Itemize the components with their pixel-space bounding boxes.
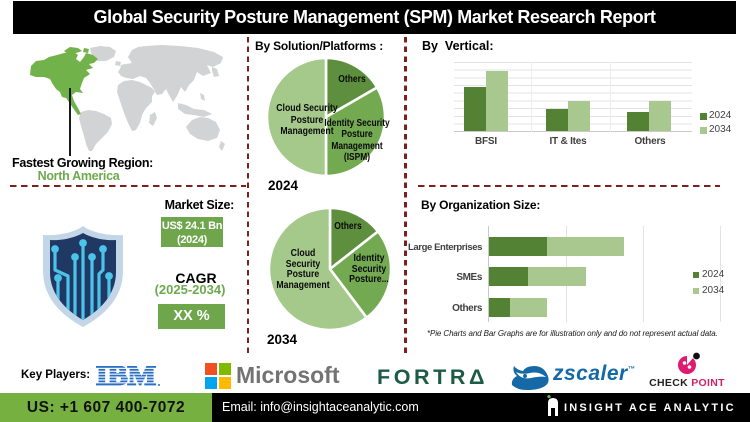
svg-text:IBM: IBM: [96, 362, 156, 387]
